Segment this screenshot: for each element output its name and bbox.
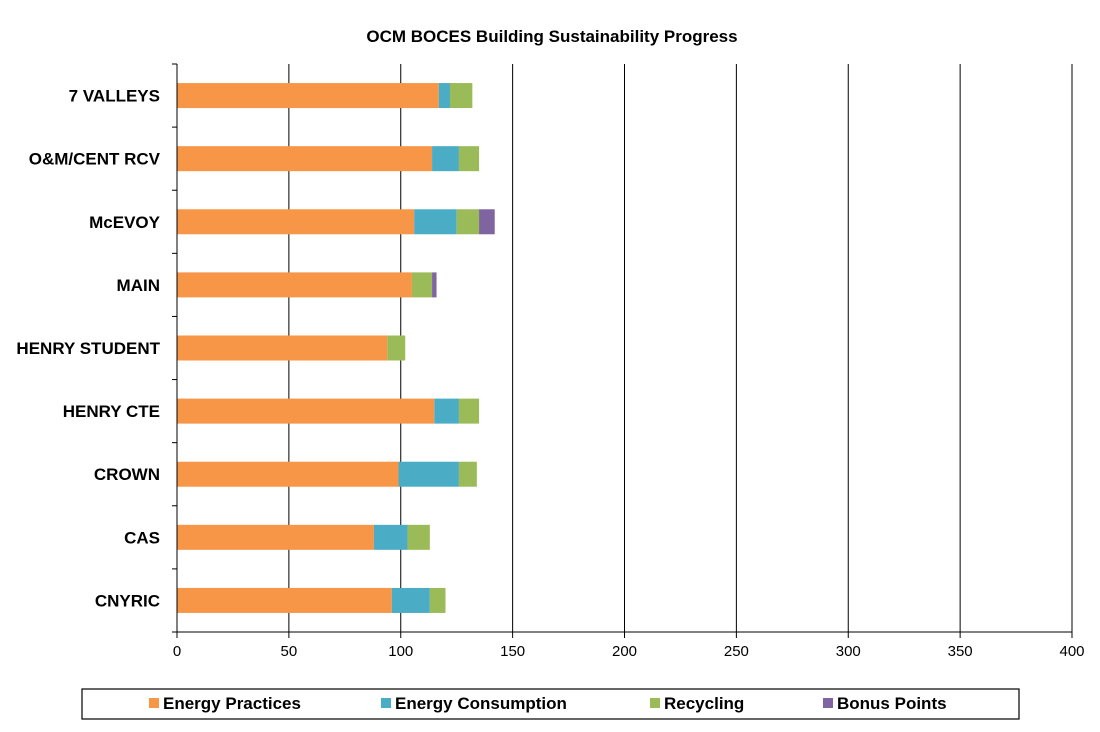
bar-energy-practices-4 bbox=[177, 335, 388, 361]
bar-bonus-points-3 bbox=[432, 272, 437, 298]
legend-box bbox=[81, 688, 1020, 720]
category-labels: 7 VALLEYS O&M/CENT RCV McEVOY MAIN HENRY STU… bbox=[16, 87, 160, 611]
x-tick-label: 300 bbox=[836, 643, 861, 660]
bar-energy-consumption-5 bbox=[434, 398, 459, 424]
bar-energy-consumption-2 bbox=[414, 209, 457, 235]
bar-recycling-7 bbox=[407, 524, 430, 550]
bar-energy-consumption-1 bbox=[432, 146, 459, 172]
bar-energy-practices-3 bbox=[177, 272, 412, 298]
category-label: CAS bbox=[124, 528, 160, 547]
bar-energy-practices-1 bbox=[177, 146, 433, 172]
bar-recycling-8 bbox=[429, 587, 446, 613]
x-tick-label: 400 bbox=[1059, 643, 1084, 660]
bar-energy-practices-8 bbox=[177, 587, 392, 613]
category-label: MAIN bbox=[117, 276, 160, 295]
legend-swatch-bonus-points bbox=[823, 698, 833, 708]
bar-energy-consumption-6 bbox=[398, 461, 459, 487]
bar-energy-practices-7 bbox=[177, 524, 374, 550]
bar-energy-consumption-7 bbox=[373, 524, 408, 550]
x-tick-label: 350 bbox=[948, 643, 973, 660]
legend: Energy Practices Energy Consumption Recycl… bbox=[81, 688, 1020, 720]
bar-recycling-5 bbox=[458, 398, 480, 424]
bar-energy-consumption-0 bbox=[438, 83, 450, 109]
bar-recycling-3 bbox=[411, 272, 433, 298]
bar-energy-practices-6 bbox=[177, 461, 399, 487]
axes bbox=[172, 63, 1073, 638]
legend-swatch-energy-practices bbox=[149, 698, 159, 708]
bar-recycling-4 bbox=[387, 335, 406, 361]
chart-title: OCM BOCES Building Sustainability Progre… bbox=[366, 27, 737, 46]
category-label: CNYRIC bbox=[95, 591, 160, 610]
bar-series bbox=[177, 83, 495, 613]
x-tick-label: 0 bbox=[173, 643, 181, 660]
legend-swatch-recycling bbox=[650, 698, 660, 708]
bar-recycling-6 bbox=[458, 461, 477, 487]
x-tick-label: 200 bbox=[612, 643, 637, 660]
legend-label-energy-practices: Energy Practices bbox=[163, 694, 301, 713]
category-label: O&M/CENT RCV bbox=[29, 150, 161, 169]
x-tick-label: 50 bbox=[281, 643, 298, 660]
category-label: 7 VALLEYS bbox=[69, 87, 160, 106]
category-label: HENRY STUDENT bbox=[16, 339, 160, 358]
category-label: CROWN bbox=[94, 465, 160, 484]
bar-recycling-1 bbox=[458, 146, 480, 172]
x-tick-labels: 0 50 100 150 200 250 300 350 400 bbox=[173, 643, 1085, 660]
x-tick-label: 100 bbox=[388, 643, 413, 660]
bar-energy-practices-0 bbox=[177, 83, 439, 109]
legend-swatch-energy-consumption bbox=[381, 698, 391, 708]
bar-energy-practices-5 bbox=[177, 398, 435, 424]
category-label: HENRY CTE bbox=[63, 402, 160, 421]
x-tick-label: 150 bbox=[500, 643, 525, 660]
bar-recycling-0 bbox=[449, 83, 473, 109]
x-tick-label: 250 bbox=[724, 643, 749, 660]
category-label: McEVOY bbox=[89, 213, 161, 232]
legend-label-bonus-points: Bonus Points bbox=[837, 694, 947, 713]
bar-energy-consumption-8 bbox=[391, 587, 430, 613]
legend-label-energy-consumption: Energy Consumption bbox=[395, 694, 567, 713]
legend-label-recycling: Recycling bbox=[664, 694, 744, 713]
bar-bonus-points-2 bbox=[479, 209, 495, 235]
bar-recycling-2 bbox=[456, 209, 480, 235]
bar-energy-practices-2 bbox=[177, 209, 415, 235]
